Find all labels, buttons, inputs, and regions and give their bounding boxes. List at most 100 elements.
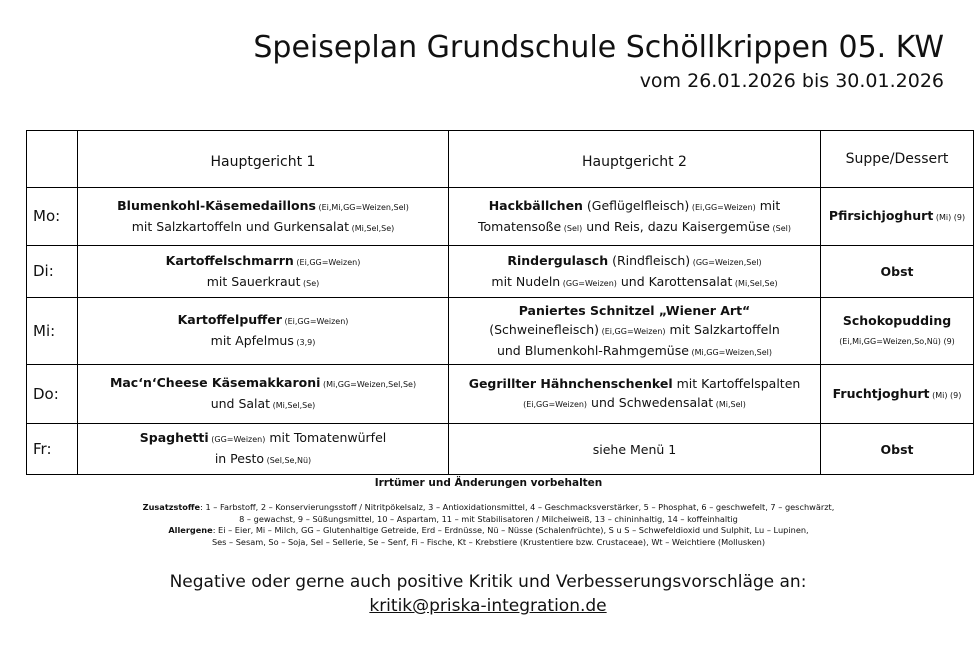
day-label: Fr: bbox=[26, 423, 78, 475]
dish-line: Tomatensoße (Sel) und Reis, dazu Kaiserg… bbox=[453, 217, 816, 238]
dish-line: siehe Menü 1 bbox=[453, 440, 816, 459]
dish-text: (Rindfleisch) bbox=[608, 252, 691, 268]
dish-main-1: Blumenkohl-Käsemedaillons (Ei,Mi,GG=Weiz… bbox=[77, 187, 449, 246]
menu-row: Di: Kartoffelschmarrn (Ei,GG=Weizen) mit S… bbox=[26, 245, 974, 298]
additives-text: : 1 – Farbstoff, 2 – Konservierungsstoff… bbox=[200, 502, 835, 512]
dish-name: Mac‘n‘Cheese Käsemakkaroni bbox=[109, 375, 321, 390]
dish-line: Gegrillter Hähnchenschenkel mit Kartoffe… bbox=[453, 374, 816, 393]
dish-main-2: siehe Menü 1 bbox=[448, 423, 821, 475]
dish-name: Obst bbox=[880, 264, 914, 279]
dish-text: mit Salzkartoffeln und Gurkensalat bbox=[131, 218, 350, 234]
dish-main-2: Paniertes Schnitzel „Wiener Art“ (Schwein… bbox=[448, 297, 821, 365]
dish-line: Obst bbox=[825, 440, 969, 459]
dish-dessert: Obst bbox=[820, 245, 974, 298]
dish-text: (Schweinefleisch) bbox=[489, 321, 600, 337]
dish-line: mit Sauerkraut (Se) bbox=[82, 272, 444, 293]
allergens-text: : Ei – Eier, Mi – Milch, GG – Glutenhalt… bbox=[212, 525, 809, 535]
day-label: Mi: bbox=[26, 297, 78, 365]
dish-text: mit Sauerkraut bbox=[206, 273, 301, 289]
allergen-note: (Ei,GG=Weizen) bbox=[599, 326, 666, 336]
dish-main-2: Rindergulasch (Rindfleisch) (GG=Weizen,S… bbox=[448, 245, 821, 298]
allergen-note: (Mi,Sel) bbox=[713, 400, 746, 409]
feedback-text: Negative oder gerne auch positive Kritik… bbox=[169, 572, 807, 592]
dish-line: Rindergulasch (Rindfleisch) (GG=Weizen,S… bbox=[453, 251, 816, 272]
allergen-note: (Mi) (9) bbox=[929, 390, 962, 400]
day-label: Do: bbox=[26, 364, 78, 424]
dish-line: Kartoffelschmarrn (Ei,GG=Weizen) bbox=[82, 251, 444, 272]
allergen-note: (Sel) bbox=[769, 223, 791, 233]
dish-line: Paniertes Schnitzel „Wiener Art“ bbox=[453, 301, 816, 320]
dish-line: und Salat (Mi,Sel,Se) bbox=[82, 394, 444, 415]
day-label: Mo: bbox=[26, 187, 78, 246]
dish-name: Kartoffelschmarrn bbox=[165, 252, 294, 268]
allergen-note: (Mi,GG=Weizen,Sel,Se) bbox=[320, 380, 417, 389]
dish-name: Paniertes Schnitzel „Wiener Art“ bbox=[518, 302, 751, 318]
dish-dessert: Fruchtjoghurt (Mi) (9) bbox=[820, 364, 974, 424]
dish-main-1: Mac‘n‘Cheese Käsemakkaroni (Mi,GG=Weizen… bbox=[77, 364, 449, 424]
disclaimer: Irrtümer und Änderungen vorbehalten bbox=[374, 477, 603, 489]
dish-main-2: Hackbällchen (Geflügelfleisch) (Ei,GG=We… bbox=[448, 187, 821, 246]
dish-main-2: Gegrillter Hähnchenschenkel mit Kartoffe… bbox=[448, 364, 821, 424]
dish-name: Kartoffelpuffer bbox=[177, 312, 282, 327]
allergen-note: (GG=Weizen) bbox=[208, 435, 266, 444]
allergen-note: (Ei,Mi,GG=Weizen,So,Nü) (9) bbox=[839, 337, 955, 346]
additives-label: Zusatzstoffe bbox=[142, 502, 201, 512]
dish-dessert: Pfirsichjoghurt (Mi) (9) bbox=[820, 187, 974, 246]
dish-text: in Pesto bbox=[214, 451, 265, 466]
dish-text: mit bbox=[755, 197, 781, 213]
dish-line: Mac‘n‘Cheese Käsemakkaroni (Mi,GG=Weizen… bbox=[82, 373, 444, 394]
dish-text: und Salat bbox=[210, 396, 271, 411]
allergen-note: (Mi) (9) bbox=[933, 213, 966, 222]
allergens-label: Allergene bbox=[168, 525, 213, 535]
day-label: Di: bbox=[26, 245, 78, 298]
dish-text: mit Apfelmus bbox=[210, 333, 294, 348]
allergen-note: (Ei,GG=Weizen) bbox=[689, 202, 756, 212]
dish-line: mit Nudeln (GG=Weizen) und Karottensalat… bbox=[453, 272, 816, 293]
dish-name: Spaghetti bbox=[139, 430, 209, 445]
dish-line: Obst bbox=[825, 262, 969, 281]
allergen-note: (Mi,Sel,Se) bbox=[349, 223, 395, 233]
dish-text: mit Kartoffelspalten bbox=[672, 376, 801, 391]
dish-main-1: Kartoffelpuffer (Ei,GG=Weizen) mit Apfelm… bbox=[77, 297, 449, 365]
header-day bbox=[26, 130, 78, 188]
allergen-note: (Sel,Se,Nü) bbox=[264, 456, 312, 465]
dish-line: Pfirsichjoghurt (Mi) (9) bbox=[825, 206, 969, 227]
dish-text: und Blumenkohl-Rahmgemüse bbox=[496, 342, 689, 358]
dish-text: mit Nudeln bbox=[491, 273, 561, 289]
allergen-note: (Ei,GG=Weizen) bbox=[523, 400, 588, 409]
menu-row: Mi: Kartoffelpuffer (Ei,GG=Weizen) mit Apf… bbox=[26, 297, 974, 365]
menu-row: Mo: Blumenkohl-Käsemedaillons (Ei,Mi,GG=W… bbox=[26, 187, 974, 246]
dish-main-1: Kartoffelschmarrn (Ei,GG=Weizen) mit Saue… bbox=[77, 245, 449, 298]
allergen-note: (Ei,Mi,GG=Weizen,Sel) bbox=[315, 202, 409, 212]
dish-text: siehe Menü 1 bbox=[592, 441, 677, 457]
allergen-note: (Mi,GG=Weizen,Sel) bbox=[688, 347, 773, 357]
allergen-note: (Se) bbox=[300, 278, 320, 288]
additives-text-2: 8 – gewachst, 9 – Süßungsmittel, 10 – As… bbox=[239, 513, 738, 524]
dish-line: Schokopudding bbox=[825, 311, 969, 330]
menu-table: Hauptgericht 1 Hauptgericht 2 Suppe/Dess… bbox=[26, 130, 974, 475]
dish-main-1: Spaghetti (GG=Weizen) mit Tomatenwürfel i… bbox=[77, 423, 449, 475]
dish-line: in Pesto (Sel,Se,Nü) bbox=[82, 449, 444, 470]
feedback-email-link[interactable]: kritik@priska-integration.de bbox=[369, 596, 607, 616]
dish-line: Kartoffelpuffer (Ei,GG=Weizen) bbox=[82, 310, 444, 331]
dish-line: Fruchtjoghurt (Mi) (9) bbox=[825, 384, 969, 405]
dish-line: (Schweinefleisch) (Ei,GG=Weizen) mit Sal… bbox=[453, 320, 816, 341]
dish-line: (Ei,GG=Weizen) und Schwedensalat (Mi,Sel… bbox=[453, 393, 816, 414]
dish-name: Pfirsichjoghurt bbox=[828, 208, 934, 223]
dish-text: und Karottensalat bbox=[616, 273, 733, 289]
legend: Zusatzstoffe: 1 – Farbstoff, 2 – Konserv… bbox=[0, 502, 977, 548]
dish-text: (Geflügelfleisch) bbox=[582, 197, 690, 213]
header-main-2: Hauptgericht 2 bbox=[448, 130, 821, 188]
dish-name: Schokopudding bbox=[842, 313, 952, 328]
dish-text: und Schwedensalat bbox=[587, 395, 714, 410]
dish-text: mit Tomatenwürfel bbox=[265, 430, 387, 445]
page-title: Speiseplan Grundschule Schöllkrippen 05.… bbox=[253, 30, 944, 65]
dish-line: mit Apfelmus (3,9) bbox=[82, 331, 444, 352]
feedback: Negative oder gerne auch positive Kritik… bbox=[0, 570, 977, 618]
allergen-note: (Ei,GG=Weizen) bbox=[293, 257, 361, 267]
dish-name: Gegrillter Hähnchenschenkel bbox=[468, 376, 673, 391]
dish-text: und Reis, dazu Kaisergemüse bbox=[582, 218, 770, 234]
dish-line: Blumenkohl-Käsemedaillons (Ei,Mi,GG=Weiz… bbox=[82, 196, 444, 217]
date-range: vom 26.01.2026 bis 30.01.2026 bbox=[639, 70, 944, 92]
dish-text: Tomatensoße bbox=[478, 218, 562, 234]
